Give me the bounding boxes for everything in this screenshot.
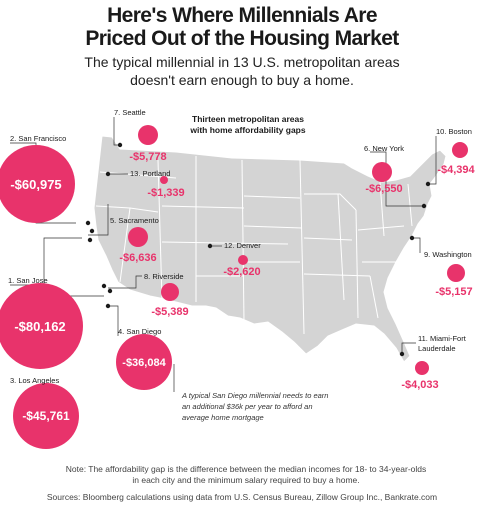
bubble-new-york — [372, 162, 392, 182]
bubble-seattle — [138, 125, 158, 145]
gap-miami: -$4,033 — [401, 379, 438, 391]
label-miami-line-1: 11. Miami-Fort — [418, 334, 467, 343]
gap-sacramento: -$6,636 — [119, 252, 156, 264]
label-san-diego: 4. San Diego — [118, 327, 161, 336]
bubble-san-diego — [116, 334, 172, 390]
callout-line-2: an additional $36k per year to afford an — [182, 402, 313, 411]
dot-boston — [425, 181, 431, 187]
label-miami-line-2: Lauderdale — [418, 344, 456, 353]
dot-portland — [105, 171, 111, 177]
label-san-jose: 1. San Jose — [8, 276, 48, 285]
bubble-denver — [238, 255, 248, 265]
bubble-san-jose — [0, 283, 83, 369]
bubble-sacramento — [128, 227, 148, 247]
label-san-francisco: 2. San Francisco — [10, 134, 66, 143]
gap-san-diego: -$36,084 — [122, 357, 166, 369]
note-line-2: in each city and the minimum salary requ… — [132, 475, 360, 485]
gap-new-york: -$6,550 — [365, 183, 402, 195]
bubble-portland — [160, 176, 168, 184]
gap-boston: -$4,394 — [437, 164, 475, 176]
subtitle-line-1: The typical millennial in 13 U.S. metrop… — [84, 54, 400, 70]
sources-line: Sources: Bloomberg calculations using da… — [46, 492, 438, 502]
label-seattle: 7. Seattle — [114, 108, 146, 117]
label-los-angeles: 3. Los Angeles — [10, 376, 59, 385]
gap-bubbles — [0, 125, 468, 449]
dot-san-francisco — [85, 220, 91, 226]
gap-los-angeles: -$45,761 — [22, 409, 70, 423]
bubble-riverside — [161, 283, 179, 301]
label-portland: 13. Portland — [130, 169, 170, 178]
dot-seattle — [117, 142, 123, 148]
map-heading-line-1: Thirteen metropolitan areas — [192, 114, 304, 124]
dot-new-york — [421, 203, 427, 209]
gap-portland: -$1,339 — [147, 187, 184, 199]
bubble-boston — [452, 142, 468, 158]
map-heading-line-2: with home affordability gaps — [189, 125, 306, 135]
dot-sacramento — [89, 228, 95, 234]
label-boston: 10. Boston — [436, 127, 472, 136]
title-line-2: Priced Out of the Housing Market — [85, 27, 399, 50]
san-diego-callout: A typical San Diego millennial needs to … — [181, 391, 328, 422]
page-subtitle: The typical millennial in 13 U.S. metrop… — [0, 53, 484, 89]
bubble-los-angeles — [13, 383, 79, 449]
bubble-miami — [415, 361, 429, 375]
state-borders — [95, 156, 413, 335]
dot-washington — [409, 235, 415, 241]
label-sacramento: 5. Sacramento — [110, 216, 159, 225]
gap-san-jose: -$80,162 — [14, 319, 65, 334]
label-new-york: 6. New York — [364, 144, 404, 153]
dot-riverside — [107, 288, 113, 294]
label-washington: 9. Washington — [424, 250, 472, 259]
gap-san-francisco: -$60,975 — [10, 177, 61, 192]
bubble-san-francisco — [0, 145, 75, 223]
gap-riverside: -$5,389 — [151, 306, 188, 318]
label-denver: 12. Denver — [224, 241, 261, 250]
callout-line-3: average home mortgage — [182, 413, 264, 422]
note-line-1: Note: The affordability gap is the diffe… — [65, 464, 427, 474]
subtitle-line-2: doesn't earn enough to buy a home. — [130, 72, 354, 88]
footnote: Note: The affordability gap is the diffe… — [36, 464, 456, 486]
dot-los-angeles — [101, 283, 107, 289]
gap-seattle: -$5,778 — [129, 151, 166, 163]
dot-san-jose — [87, 237, 93, 243]
label-riverside: 8. Riverside — [144, 272, 184, 281]
gap-washington: -$5,157 — [435, 286, 472, 298]
city-dots — [85, 142, 431, 357]
bubble-washington — [447, 264, 465, 282]
dot-denver — [207, 243, 213, 249]
gap-denver: -$2,620 — [223, 266, 260, 278]
page-title: Here's Where Millennials Are Priced Out … — [0, 4, 484, 50]
title-line-1: Here's Where Millennials Are — [107, 4, 377, 27]
dot-san-diego — [105, 303, 111, 309]
dot-miami — [399, 351, 405, 357]
callout-line-1: A typical San Diego millennial needs to … — [181, 391, 328, 400]
